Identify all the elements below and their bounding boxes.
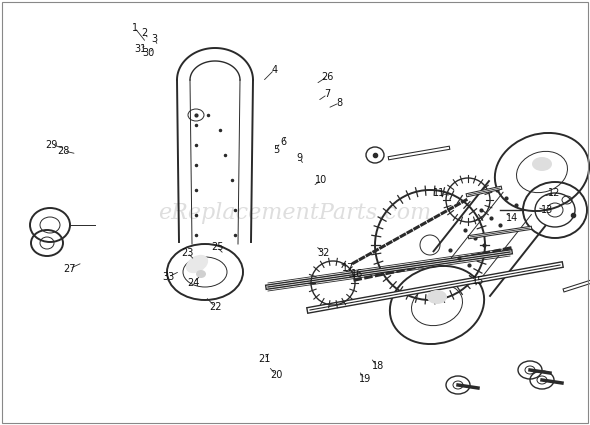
Text: 24: 24 bbox=[188, 278, 199, 288]
Text: 27: 27 bbox=[63, 264, 76, 274]
Text: 20: 20 bbox=[270, 370, 282, 380]
Text: 16: 16 bbox=[351, 269, 363, 279]
Text: 23: 23 bbox=[182, 248, 194, 258]
Ellipse shape bbox=[196, 270, 206, 278]
Text: 7: 7 bbox=[324, 89, 330, 99]
Ellipse shape bbox=[427, 290, 447, 304]
Text: 1: 1 bbox=[132, 23, 137, 33]
Text: 17: 17 bbox=[342, 263, 354, 273]
Text: 5: 5 bbox=[273, 145, 279, 155]
Text: 25: 25 bbox=[211, 242, 224, 252]
Ellipse shape bbox=[532, 157, 552, 171]
Text: 18: 18 bbox=[372, 361, 384, 371]
Text: eReplacementParts.com: eReplacementParts.com bbox=[158, 202, 432, 224]
Text: 11: 11 bbox=[434, 188, 445, 198]
Text: 6: 6 bbox=[280, 137, 286, 147]
Text: 3: 3 bbox=[152, 34, 158, 44]
Ellipse shape bbox=[186, 255, 208, 273]
Text: 30: 30 bbox=[143, 48, 155, 58]
Text: 8: 8 bbox=[336, 98, 342, 108]
Text: 33: 33 bbox=[162, 272, 174, 282]
Text: 4: 4 bbox=[271, 65, 277, 75]
Text: 10: 10 bbox=[316, 175, 327, 185]
Text: 31: 31 bbox=[135, 44, 146, 54]
Text: 28: 28 bbox=[58, 146, 70, 156]
Text: 26: 26 bbox=[322, 71, 333, 82]
Text: 21: 21 bbox=[258, 354, 270, 364]
Text: 13: 13 bbox=[542, 205, 553, 215]
Text: 12: 12 bbox=[549, 188, 560, 198]
Text: 2: 2 bbox=[142, 28, 148, 38]
Text: 15: 15 bbox=[472, 276, 484, 286]
Text: 32: 32 bbox=[317, 248, 329, 258]
Text: 14: 14 bbox=[506, 212, 518, 223]
Text: 29: 29 bbox=[46, 139, 58, 150]
Text: 9: 9 bbox=[297, 153, 303, 163]
Text: 19: 19 bbox=[359, 374, 371, 384]
Text: 22: 22 bbox=[209, 302, 222, 312]
